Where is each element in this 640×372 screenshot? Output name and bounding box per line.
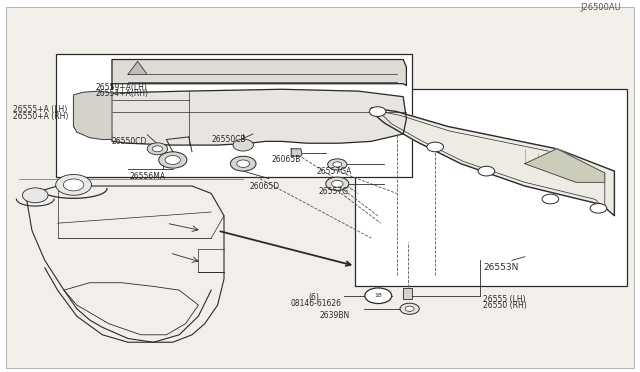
Text: 08146-61626: 08146-61626 [291,299,342,308]
Text: 26554+A(RH): 26554+A(RH) [96,89,149,98]
Circle shape [22,188,48,203]
Circle shape [590,203,607,213]
Text: 26555 (LH): 26555 (LH) [483,295,526,304]
Circle shape [333,162,342,167]
Text: 26550 (RH): 26550 (RH) [483,301,527,310]
Polygon shape [371,108,614,216]
Text: 26557G: 26557G [318,187,348,196]
Polygon shape [74,91,112,140]
Circle shape [328,159,347,170]
Circle shape [542,194,559,204]
Polygon shape [128,61,147,74]
Polygon shape [112,60,406,89]
Circle shape [56,174,92,195]
Polygon shape [74,89,406,145]
Circle shape [152,146,163,152]
Text: 26557GA: 26557GA [317,167,352,176]
Bar [403,288,412,299]
Circle shape [147,143,168,155]
Text: 26065D: 26065D [250,182,280,190]
Text: (6): (6) [308,293,319,302]
Bar [355,89,627,286]
Text: 2639BN: 2639BN [320,311,350,320]
Circle shape [237,160,250,167]
Text: 26550+A (RH): 26550+A (RH) [13,112,68,121]
Circle shape [159,152,187,168]
Circle shape [233,139,253,151]
Circle shape [332,180,343,187]
Circle shape [165,155,180,164]
Polygon shape [291,149,302,156]
Circle shape [369,107,386,116]
Text: 26555+A (LH): 26555+A (LH) [13,105,67,114]
Circle shape [230,156,256,171]
Text: 26559+A(LH): 26559+A(LH) [96,83,148,92]
Text: 26550CB: 26550CB [211,135,246,144]
Bar [56,54,412,177]
Circle shape [365,288,392,304]
Polygon shape [525,149,605,182]
Circle shape [63,179,84,191]
Text: 26553N: 26553N [483,263,518,272]
Circle shape [427,142,444,152]
Text: 18: 18 [374,293,382,298]
Text: J26500AU: J26500AU [580,3,621,12]
Text: 26550CD: 26550CD [112,137,147,145]
Text: 26556MA: 26556MA [129,172,165,181]
Circle shape [405,306,414,311]
Circle shape [400,303,419,314]
Circle shape [478,166,495,176]
Circle shape [326,177,349,190]
Text: 26065B: 26065B [272,155,301,164]
